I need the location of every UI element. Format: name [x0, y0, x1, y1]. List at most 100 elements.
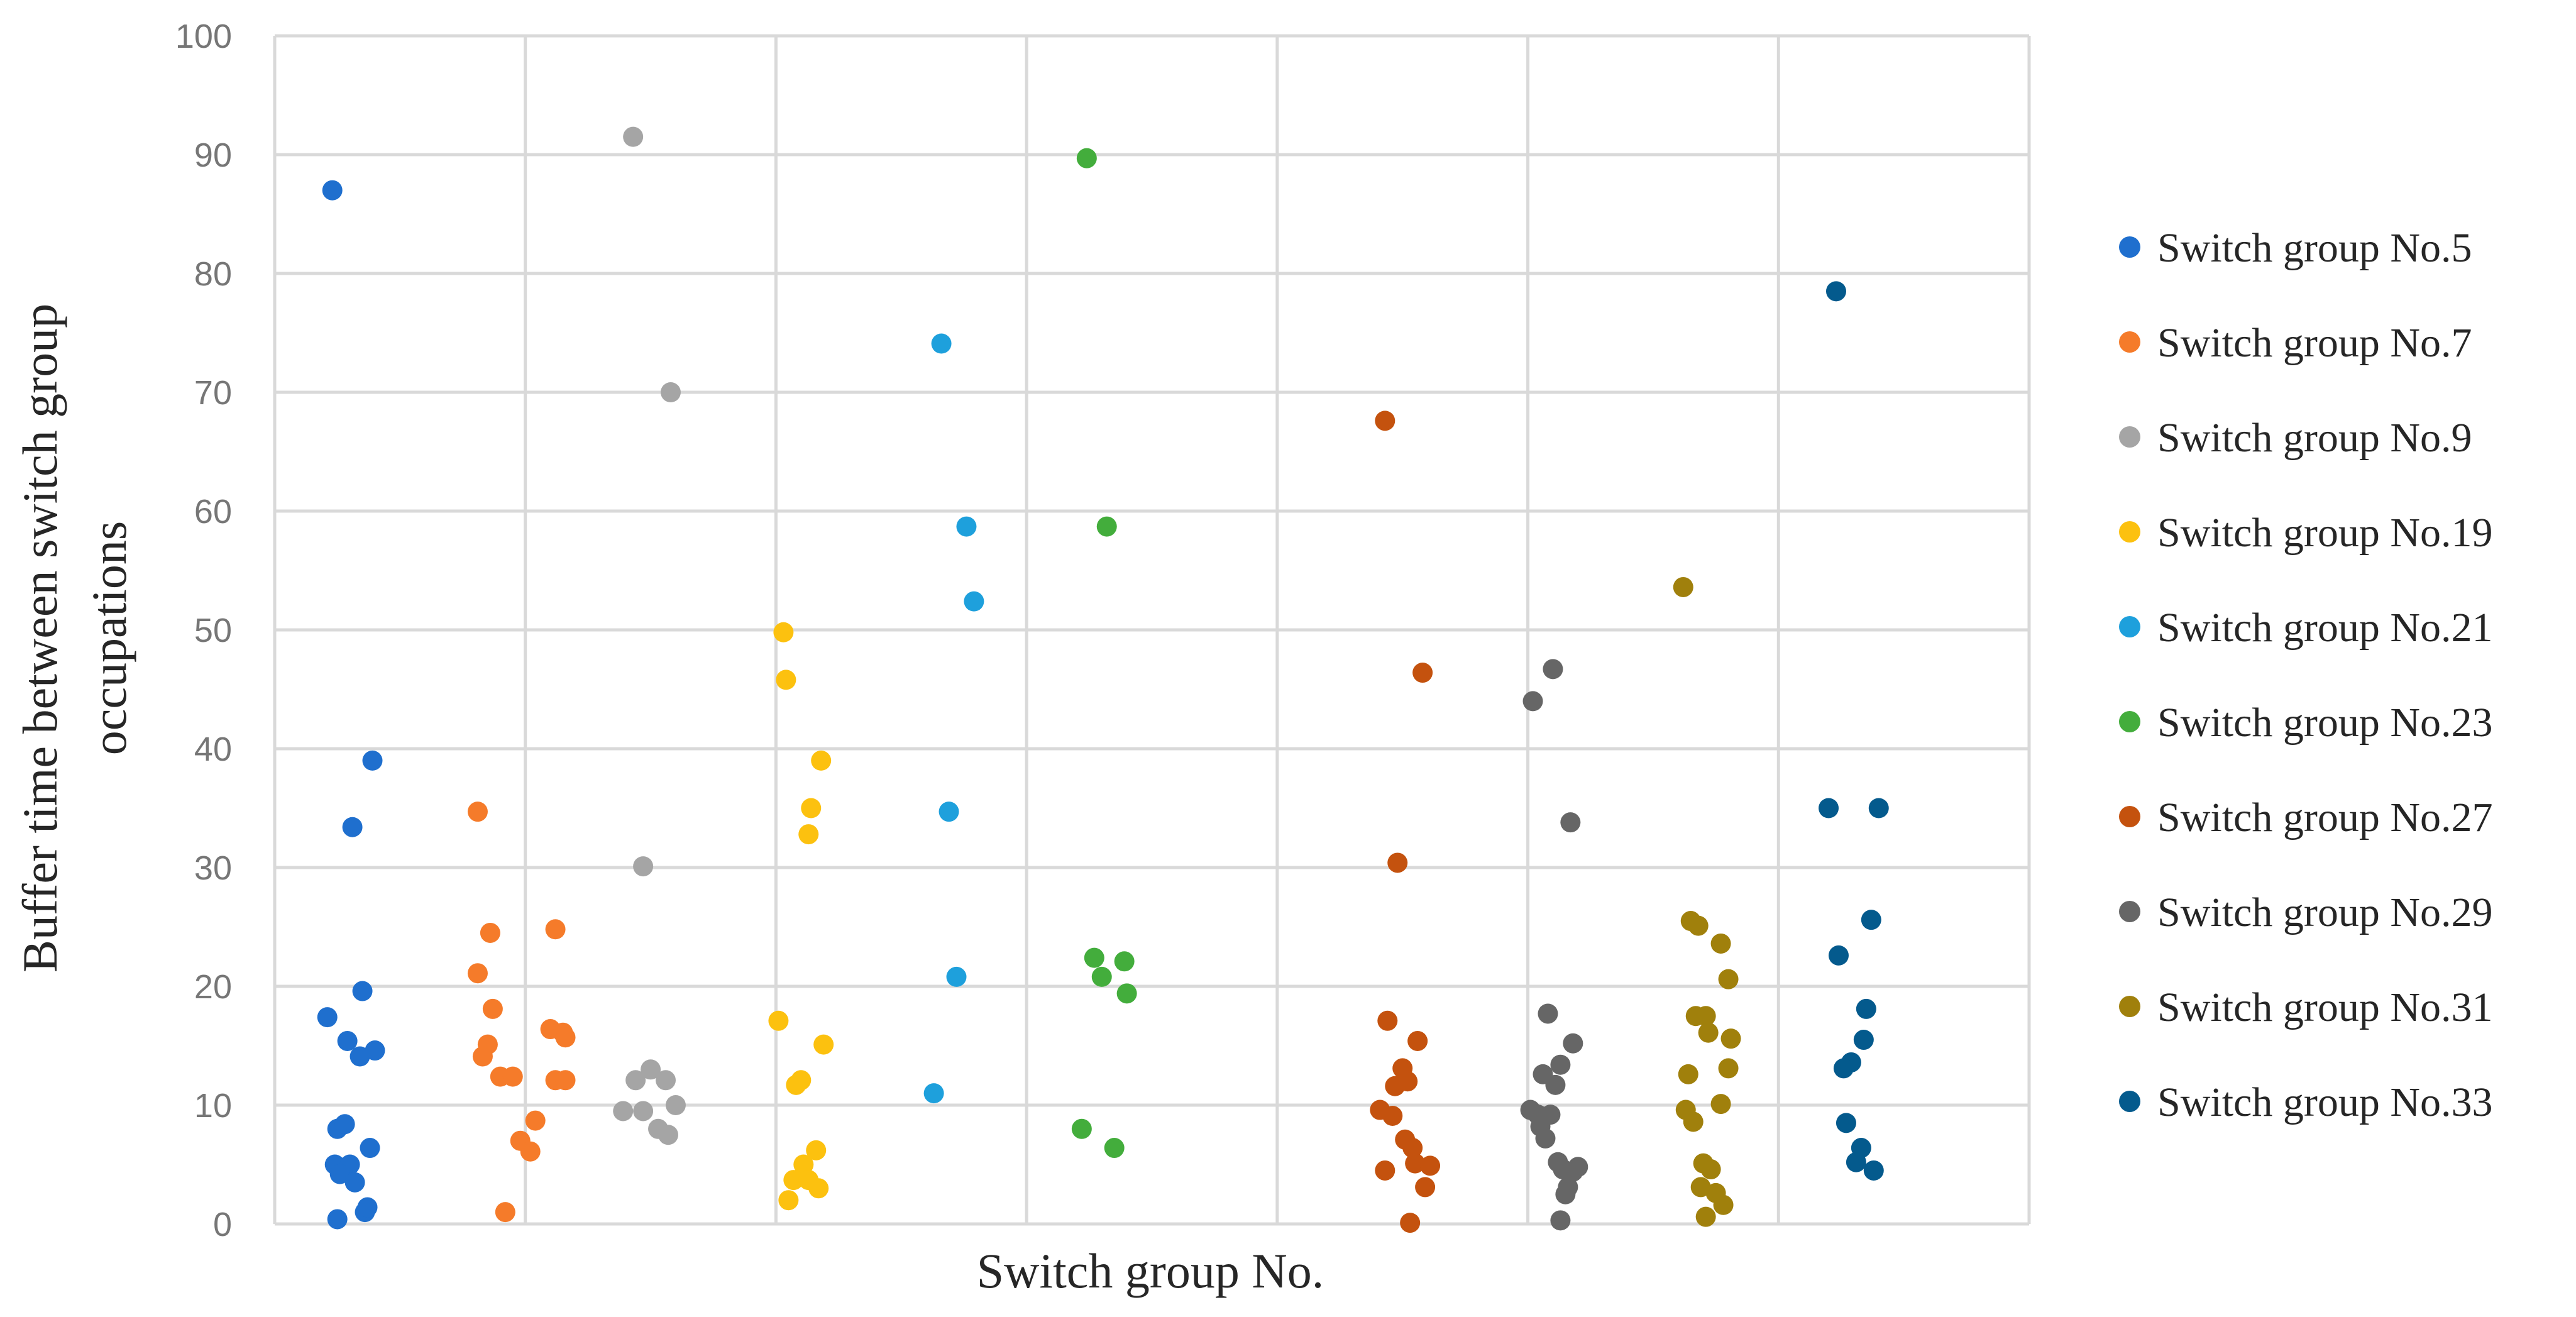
data-point — [655, 1070, 676, 1091]
series-5 — [923, 333, 984, 1104]
series-6 — [1071, 148, 1137, 1159]
data-point — [658, 1125, 678, 1145]
data-point — [525, 1110, 546, 1131]
data-point — [1412, 663, 1433, 683]
x-axis-title: Switch group No. — [977, 1243, 1324, 1298]
data-point — [1375, 1160, 1395, 1181]
data-point — [334, 1114, 355, 1135]
legend-label: Switch group No.31 — [2157, 984, 2492, 1030]
data-point — [344, 1172, 365, 1193]
data-point — [665, 1095, 686, 1115]
data-point — [625, 1070, 646, 1091]
data-point — [1710, 933, 1731, 954]
y-tick-label: 0 — [213, 1206, 232, 1243]
data-point — [1550, 1054, 1571, 1075]
data-point — [1836, 1113, 1856, 1133]
data-point — [520, 1141, 541, 1162]
data-point — [342, 817, 363, 837]
legend-item: Switch group No.7 — [2119, 320, 2472, 366]
data-point — [467, 963, 488, 984]
data-point — [1377, 1010, 1398, 1031]
data-point — [337, 1030, 358, 1051]
data-point — [938, 802, 959, 822]
data-point — [801, 798, 822, 818]
series-7 — [1370, 411, 1441, 1233]
data-point — [1375, 411, 1395, 431]
y-tick-label: 50 — [194, 612, 232, 649]
legend-marker — [2119, 521, 2140, 543]
data-point — [472, 1046, 493, 1067]
legend-label: Switch group No.33 — [2157, 1079, 2492, 1125]
legend-label: Switch group No.29 — [2157, 890, 2492, 935]
data-point — [1563, 1161, 1583, 1182]
data-point — [1084, 947, 1104, 968]
data-point — [806, 1140, 827, 1160]
data-point — [360, 1138, 380, 1159]
legend-marker — [2119, 331, 2140, 353]
data-point — [1405, 1153, 1426, 1174]
legend-label: Switch group No.5 — [2157, 225, 2472, 271]
data-point — [1678, 1064, 1698, 1084]
data-point — [798, 824, 819, 845]
grid-lines — [273, 34, 2031, 1226]
data-point — [1819, 798, 1839, 818]
series-1 — [317, 180, 385, 1230]
data-point — [633, 856, 654, 877]
data-point — [480, 922, 500, 943]
data-point — [1828, 945, 1849, 966]
series-9 — [1673, 576, 1741, 1227]
legend-label: Switch group No.27 — [2157, 795, 2492, 840]
data-point — [1833, 1058, 1854, 1079]
y-tick-label: 40 — [194, 730, 232, 768]
y-axis-title: Buffer time between switch group occupat… — [13, 304, 136, 973]
data-point — [1718, 1058, 1739, 1079]
data-point — [1382, 1106, 1403, 1127]
y-axis-title-line-1: Buffer time between switch group — [13, 304, 67, 973]
data-point — [1522, 691, 1543, 712]
series-10 — [1819, 281, 1889, 1181]
data-point — [1535, 1128, 1556, 1149]
legend-label: Switch group No.9 — [2157, 415, 2472, 461]
data-point — [1076, 148, 1097, 168]
data-point — [931, 333, 952, 354]
data-point — [1415, 1177, 1436, 1198]
legend-marker — [2119, 711, 2140, 732]
data-point — [1560, 812, 1581, 833]
y-tick-label: 20 — [194, 968, 232, 1006]
data-point — [1856, 998, 1876, 1019]
y-tick-label: 100 — [175, 18, 232, 55]
series-3 — [613, 126, 686, 1145]
data-point — [1543, 659, 1563, 680]
data-point — [1683, 1111, 1704, 1132]
data-point — [545, 919, 566, 940]
data-point — [1545, 1074, 1566, 1095]
series-4 — [768, 622, 834, 1211]
data-point — [783, 1170, 804, 1191]
data-point — [808, 1178, 829, 1199]
legend-item: Switch group No.9 — [2119, 415, 2472, 461]
data-point — [786, 1074, 806, 1095]
legend-marker — [2119, 616, 2140, 637]
data-point — [1718, 969, 1739, 989]
data-point — [327, 1209, 348, 1230]
y-tick-label: 60 — [194, 493, 232, 531]
data-point — [1673, 576, 1693, 597]
data-point — [811, 750, 832, 771]
data-point — [1846, 1152, 1866, 1172]
data-point — [1563, 1033, 1583, 1054]
data-point — [1861, 910, 1881, 930]
data-point — [322, 180, 343, 201]
legend-label: Switch group No.19 — [2157, 510, 2492, 556]
data-point — [317, 1007, 338, 1028]
data-point — [773, 622, 794, 642]
data-point — [1096, 516, 1117, 537]
data-point — [1407, 1030, 1428, 1051]
legend: Switch group No.5 Switch group No.7 Switch… — [2119, 225, 2492, 1125]
data-point — [1555, 1184, 1576, 1204]
data-point — [1385, 1076, 1406, 1096]
legend-marker — [2119, 901, 2140, 922]
data-point — [778, 1190, 799, 1211]
legend-item: Switch group No.31 — [2119, 984, 2492, 1030]
data-point — [362, 750, 383, 771]
